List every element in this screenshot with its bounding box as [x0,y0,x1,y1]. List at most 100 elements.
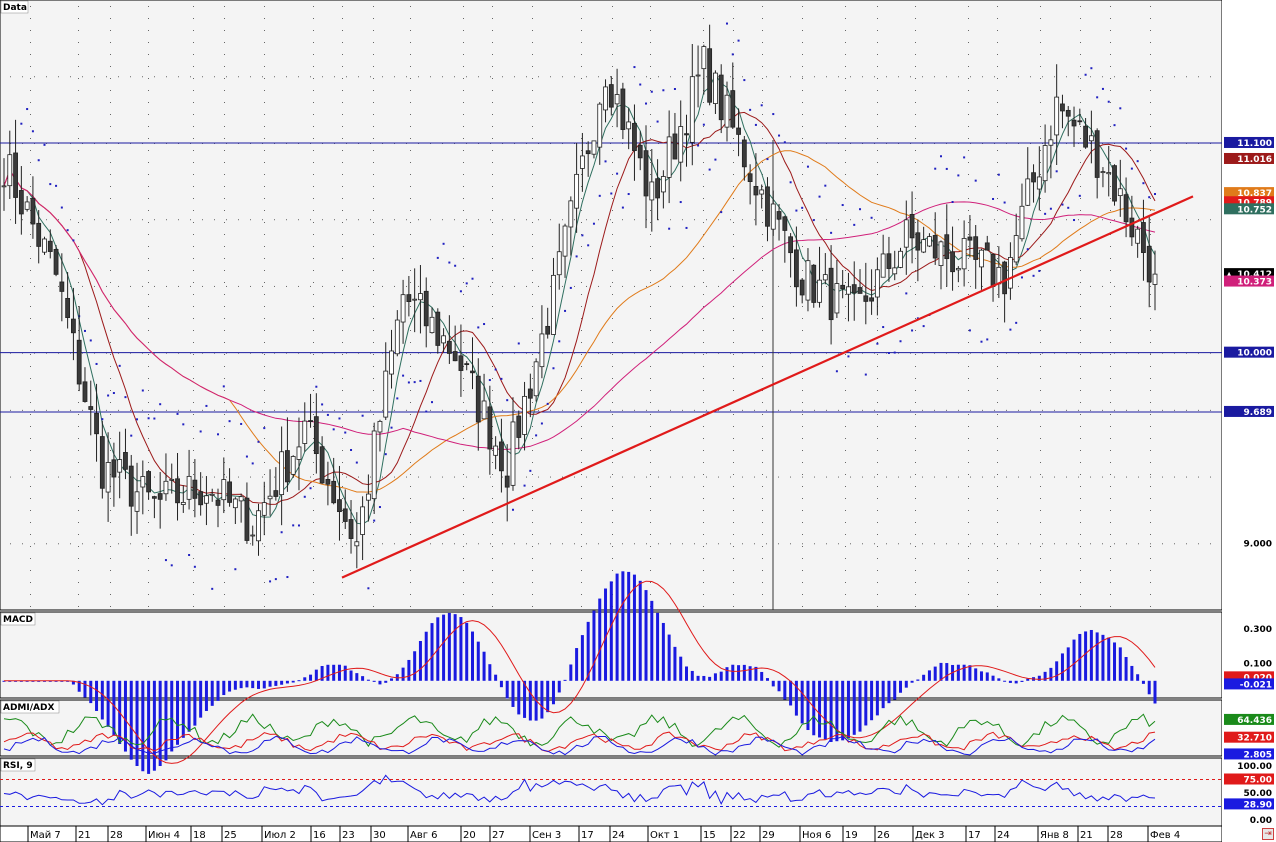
candle-body [574,173,580,209]
adx-panel[interactable] [0,699,1223,757]
candle-body [348,519,354,539]
macd-bar [598,598,602,681]
value-tag-label: 2.805 [1244,750,1272,760]
sar-dot [841,204,844,207]
sar-dot [650,90,653,93]
sar-dot [37,159,40,162]
macd-bar [881,680,885,709]
x-tick-label: 17 [968,830,981,841]
trendline-layer[interactable] [341,195,1194,579]
sar-dot [992,197,995,200]
macd-bar [1066,647,1070,681]
value-tag-label: 10.837 [1237,189,1272,199]
sar-dot [673,88,676,91]
macd-bar [517,680,521,715]
candle-body [539,333,545,368]
candle-body [105,462,111,493]
macd-bar [1124,657,1128,681]
value-tag [1224,196,1274,208]
candle-body [71,318,76,334]
candle-body [782,216,788,231]
candle-body [1031,172,1036,183]
sar-dot [760,104,763,107]
macd-bar [239,680,243,689]
sar-dot [720,211,723,214]
candle-body [730,90,736,128]
candle-body [319,446,325,484]
macd-bar [870,680,874,721]
macd-bar [962,664,966,681]
candle-body [279,451,285,496]
macd-bar [661,622,665,681]
candle-body [886,253,892,269]
sar-dot [945,167,948,170]
candle-body [13,152,18,198]
sar-dot [477,326,480,329]
macd-bar [1141,680,1145,684]
sar-dot [72,239,75,242]
candle-body [753,185,759,196]
sar-dot [309,487,312,490]
candle-body [1019,205,1025,240]
sar-dot [436,256,439,259]
value-tag [1224,275,1274,287]
candle-body [111,459,117,478]
macd-bar [991,675,995,681]
macd-bar [407,659,411,681]
candle-body [551,274,556,335]
sar-dot [795,209,798,212]
macd-bar [1014,680,1018,684]
panel-title-main: Data [3,3,27,13]
macd-bar [274,680,278,686]
value-tag [1224,152,1274,164]
sar-dot [824,184,827,187]
candle-body [313,416,319,455]
candle-body [799,279,805,296]
candle-body [302,420,308,444]
candle-body [371,430,377,500]
candle-body [660,176,666,193]
sar-dot [43,143,46,146]
sar-dot [934,167,937,170]
candle-body [423,290,429,327]
sar-dot [714,158,717,161]
sar-dot [257,440,260,443]
macd-bar [910,680,914,683]
macd-bar [823,680,827,740]
candle-body [273,490,279,497]
candle-body [128,465,134,507]
sar-dot [1125,147,1128,150]
candle-body [874,269,880,298]
macd-bar [615,573,619,681]
sar-dot [749,108,752,111]
sar-dot [431,401,434,404]
sar-dot [621,206,624,209]
macd-bar [251,680,255,689]
sar-dot [639,83,642,86]
x-tick-label: Фев 4 [1150,830,1180,841]
x-tick-label: Ноя 6 [802,830,831,841]
rsi-panel[interactable] [0,757,1223,827]
scroll-to-end-button[interactable]: ⇥ [1262,828,1274,840]
sar-dot [598,194,601,197]
sar-dot [454,264,457,267]
macd-bar [71,680,75,685]
candle-body [406,294,412,302]
macd-bar [557,680,561,693]
sar-dot [1015,321,1018,324]
macd-bar [933,666,937,681]
macd-bar [765,678,769,681]
ma-line [3,169,1156,450]
sar-dot [269,580,272,583]
sar-dot [974,179,977,182]
macd-bar [401,667,405,681]
candle-body [643,150,649,197]
value-tags: 11.100 10.000 9.689 11.016 10.83710.78910.75… [1224,136,1274,810]
macd-bar [656,612,660,681]
candle-body [1054,96,1060,136]
candle-body [94,412,99,435]
sar-dot [737,39,740,42]
candle-body [42,238,47,253]
macd-bar [800,680,804,724]
